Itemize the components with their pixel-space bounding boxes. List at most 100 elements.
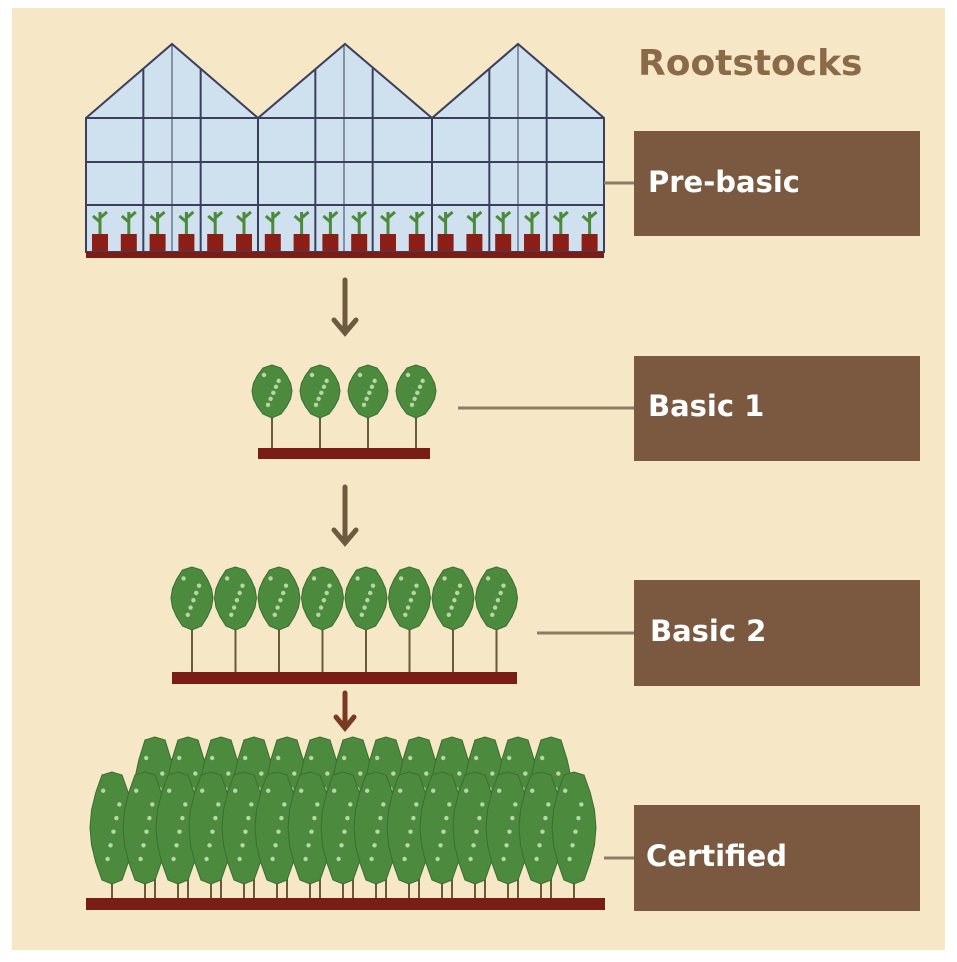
leaf-dot (259, 771, 263, 775)
pot (294, 234, 310, 251)
leaf-dot (468, 857, 472, 861)
leaf-dot (398, 789, 402, 793)
ground (258, 448, 430, 459)
stage-label: Basic 1 (648, 389, 764, 423)
leaf-dot (309, 830, 313, 834)
pot (121, 234, 137, 251)
leaf-dot (197, 583, 201, 587)
leaf-dot (435, 857, 439, 861)
leaf-dot (193, 771, 197, 775)
leaf-dot (216, 802, 220, 806)
leaf-dot (530, 789, 534, 793)
leaf-dot (322, 598, 326, 602)
leaf-dot (213, 816, 217, 820)
leaf-dot (273, 843, 277, 847)
leaf-dot (480, 802, 484, 806)
leaf-dot (278, 598, 282, 602)
leaf-dot (114, 816, 118, 820)
leaf-dot (402, 857, 406, 861)
leaf-dot (368, 591, 372, 595)
leaf-dot (513, 802, 517, 806)
leaf-dot (358, 771, 362, 775)
leaf-dot (546, 802, 550, 806)
leaf-dot (362, 605, 366, 609)
leaf-dot (183, 802, 187, 806)
leaf-dot (191, 598, 195, 602)
leaf-dot (406, 605, 410, 609)
leaf-dot (105, 857, 109, 861)
leaf-dot (438, 843, 442, 847)
leaf-dot (312, 576, 316, 580)
leaf-dot (579, 802, 583, 806)
ground (86, 898, 605, 910)
leaf-dot (262, 373, 266, 377)
pot (582, 234, 598, 251)
leaf-dot (355, 576, 359, 580)
leaf-dot (447, 802, 451, 806)
leaf-dot (367, 391, 371, 395)
leaf-dot (312, 816, 316, 820)
leaf-dot (412, 591, 416, 595)
leaf-dot (342, 830, 346, 834)
pot (438, 234, 454, 251)
leaf-dot (378, 816, 382, 820)
leaf-dot (171, 857, 175, 861)
leaf-dot (474, 756, 478, 760)
leaf-dot (372, 379, 376, 383)
leaf-dot (556, 771, 560, 775)
leaf-dot (567, 857, 571, 861)
leaf-dot (510, 816, 514, 820)
leaf-dot (303, 857, 307, 861)
leaf-dot (268, 576, 272, 580)
leaf-dot (316, 613, 320, 617)
leaf-dot (444, 816, 448, 820)
leaf-dot (345, 816, 349, 820)
leaf-dot (405, 843, 409, 847)
leaf-dot (365, 789, 369, 793)
leaf-dot (360, 613, 364, 617)
leaf-dot (370, 385, 374, 389)
pot (178, 234, 194, 251)
leaf-dot (144, 756, 148, 760)
leaf-dot (411, 816, 415, 820)
title: Rootstocks (638, 43, 862, 84)
leaf-dot (101, 789, 105, 793)
leaf-dot (181, 576, 185, 580)
leaf-dot (543, 816, 547, 820)
leaf-dot (339, 843, 343, 847)
leaf-dot (271, 391, 275, 395)
leaf-dot (412, 397, 416, 401)
leaf-dot (325, 771, 329, 775)
leaf-dot (570, 843, 574, 847)
leaf-dot (111, 830, 115, 834)
pot (553, 234, 569, 251)
leaf-dot (431, 789, 435, 793)
leaf-dot (319, 605, 323, 609)
leaf-dot (410, 403, 414, 407)
leaf-dot (315, 802, 319, 806)
leaf-dot (420, 379, 424, 383)
greenhouse (86, 44, 604, 258)
leaf-dot (362, 403, 366, 407)
leaf-dot (534, 857, 538, 861)
leaf-dot (372, 843, 376, 847)
leaf-dot (507, 756, 511, 760)
leaf-dot (342, 756, 346, 760)
leaf-dot (276, 379, 280, 383)
pot (207, 234, 223, 251)
leaf-dot (375, 830, 379, 834)
leaf-dot (240, 843, 244, 847)
leaf-dot (449, 605, 453, 609)
leaf-dot (276, 830, 280, 834)
leaf-dot (274, 385, 278, 389)
leaf-dot (138, 857, 142, 861)
leaf-dot (275, 605, 279, 609)
leaf-dot (375, 756, 379, 760)
leaf-dot (504, 843, 508, 847)
leaf-dot (381, 802, 385, 806)
leaf-dot (406, 373, 410, 377)
leaf-dot (324, 379, 328, 383)
leaf-dot (501, 583, 505, 587)
leaf-dot (471, 843, 475, 847)
leaf-dot (490, 613, 494, 617)
